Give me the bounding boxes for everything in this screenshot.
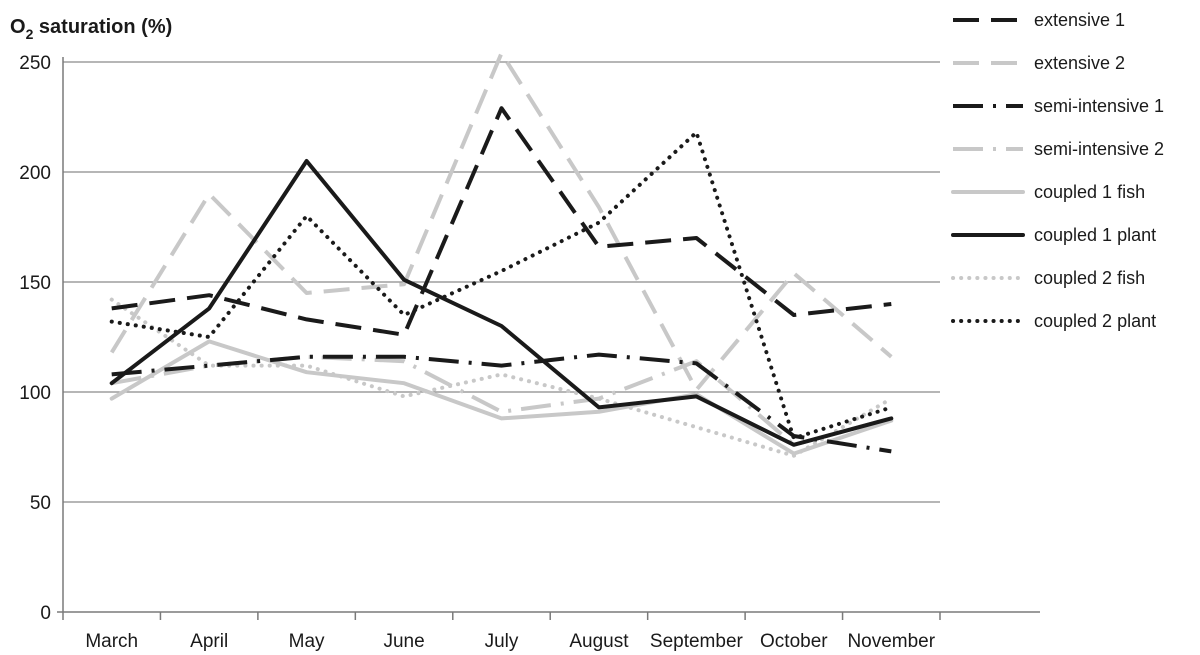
x-tick-label-may: May [289, 631, 325, 652]
series-lines [109, 51, 894, 458]
tick-labels: 0 50 100 150 200 250 March April May June July Augu… [19, 53, 935, 652]
x-tick-label-july: July [485, 631, 519, 652]
x-tick-label-march: March [85, 631, 138, 652]
series-line-semi-intensive-2 [111, 354, 892, 447]
y-tick-label: 150 [19, 273, 51, 294]
series-line-coupled-1-fish [109, 339, 894, 456]
x-tick-label-june: June [383, 631, 424, 652]
legend-label-coupled-2-plant: coupled 2 plant [1034, 311, 1156, 331]
x-tick-label-april: April [190, 631, 228, 652]
x-tick-label-october: October [760, 631, 828, 652]
gridlines [63, 61, 940, 503]
x-tick-label-august: August [569, 631, 629, 652]
legend-label-extensive-1: extensive 1 [1034, 10, 1125, 30]
y-tick-label: 250 [19, 53, 51, 74]
y-tick-label: 50 [30, 493, 51, 514]
legend-label-coupled-1-fish: coupled 1 fish [1034, 182, 1145, 202]
axes [57, 57, 1040, 620]
legend: extensive 1 extensive 2 semi-intensive 1 se… [951, 10, 1164, 331]
x-tick-label-september: September [650, 631, 744, 652]
legend-label-extensive-2: extensive 2 [1034, 53, 1125, 73]
y-tick-label: 200 [19, 163, 51, 184]
series-line-extensive-1 [111, 106, 892, 337]
y-tick-label: 0 [40, 603, 51, 624]
legend-label-coupled-1-plant: coupled 1 plant [1034, 225, 1156, 245]
series-line-coupled-1-plant [109, 159, 894, 447]
series-line-coupled-2-fish [109, 297, 894, 458]
y-tick-label: 100 [19, 383, 51, 404]
legend-label-semi-intensive-1: semi-intensive 1 [1034, 96, 1164, 116]
legend-label-coupled-2-fish: coupled 2 fish [1034, 268, 1145, 288]
series-line-extensive-2 [109, 51, 893, 392]
x-tick-label-november: November [847, 631, 935, 652]
series-line-semi-intensive-1 [111, 352, 892, 454]
legend-label-semi-intensive-2: semi-intensive 2 [1034, 139, 1164, 159]
y-axis-label: O2 saturation (%) [10, 16, 172, 42]
series-line-coupled-2-plant [109, 130, 894, 441]
